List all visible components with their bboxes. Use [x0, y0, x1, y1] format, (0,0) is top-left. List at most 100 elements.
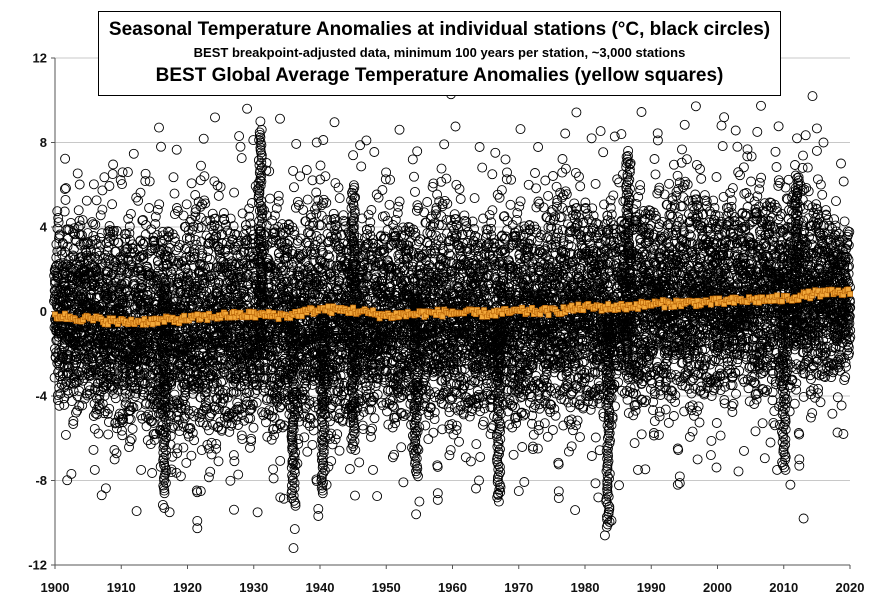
- station-point: [265, 193, 275, 204]
- station-point: [109, 445, 120, 455]
- station-point: [72, 168, 83, 179]
- station-point: [171, 144, 182, 155]
- station-point: [302, 194, 313, 205]
- station-point: [62, 385, 73, 396]
- station-point: [299, 432, 310, 443]
- station-point: [125, 436, 136, 447]
- station-point: [59, 246, 70, 257]
- station-point: [83, 381, 94, 392]
- station-point: [268, 464, 279, 475]
- station-point: [88, 179, 99, 190]
- station-point: [107, 371, 118, 382]
- station-point: [101, 238, 112, 249]
- station-point: [195, 175, 206, 186]
- station-point: [291, 138, 302, 149]
- station-point: [118, 414, 129, 425]
- station-point: [377, 185, 388, 195]
- station-point: [354, 457, 365, 468]
- station-point: [97, 204, 108, 215]
- station-point: [344, 464, 355, 474]
- station-point: [313, 503, 324, 514]
- station-point: [102, 246, 113, 257]
- station-point: [53, 213, 64, 223]
- station-point: [77, 272, 88, 283]
- station-point: [206, 449, 217, 460]
- station-point: [154, 122, 164, 133]
- station-point: [75, 220, 86, 231]
- station-point: [236, 153, 247, 164]
- station-point: [169, 188, 180, 199]
- station-point: [62, 241, 73, 252]
- station-point: [169, 389, 180, 400]
- station-point: [350, 490, 360, 501]
- station-point: [95, 232, 105, 243]
- station-point: [104, 403, 115, 414]
- station-point: [356, 161, 367, 172]
- station-point: [99, 390, 110, 401]
- station-point: [90, 219, 101, 230]
- station-point: [85, 262, 96, 273]
- station-point: [104, 181, 115, 191]
- station-point: [114, 283, 125, 294]
- station-point: [108, 267, 119, 278]
- station-point: [68, 419, 79, 429]
- station-point: [199, 171, 210, 182]
- station-point: [99, 252, 109, 263]
- station-point: [233, 420, 244, 430]
- station-point: [100, 483, 111, 494]
- station-point: [81, 195, 92, 206]
- station-point: [289, 182, 299, 193]
- station-point: [233, 469, 244, 480]
- station-point: [110, 273, 121, 284]
- station-point: [275, 113, 285, 124]
- station-point: [369, 147, 380, 157]
- station-point: [334, 193, 345, 204]
- station-point: [131, 506, 142, 517]
- station-point: [329, 117, 340, 128]
- station-point: [107, 169, 118, 180]
- station-point: [65, 253, 76, 264]
- station-point: [72, 391, 83, 402]
- station-point: [107, 199, 118, 210]
- station-point: [52, 395, 63, 406]
- station-point: [229, 504, 239, 515]
- station-point: [86, 292, 97, 303]
- station-point: [95, 210, 106, 221]
- station-point: [117, 179, 127, 190]
- station-point: [186, 178, 197, 189]
- station-point: [144, 203, 155, 213]
- station-point: [68, 283, 79, 294]
- station-point: [62, 259, 73, 270]
- station-point: [246, 436, 257, 447]
- station-point: [77, 230, 87, 241]
- station-point: [196, 160, 206, 171]
- station-point: [91, 195, 102, 206]
- station-point: [124, 442, 134, 453]
- station-point: [127, 423, 138, 434]
- station-point: [61, 183, 71, 194]
- station-point: [77, 400, 88, 411]
- station-point: [73, 205, 84, 216]
- station-point: [107, 226, 118, 237]
- station-point: [213, 190, 224, 201]
- station-point: [178, 442, 189, 453]
- station-point: [181, 199, 192, 210]
- station-point: [115, 175, 126, 186]
- station-point: [53, 217, 64, 228]
- station-point: [74, 215, 85, 226]
- station-point: [307, 439, 318, 450]
- station-point: [87, 331, 98, 342]
- station-point: [102, 408, 113, 419]
- station-point: [213, 456, 224, 467]
- station-point: [133, 195, 144, 206]
- station-point: [111, 448, 122, 459]
- station-point: [410, 186, 420, 197]
- station-point: [117, 408, 128, 419]
- station-point: [74, 179, 85, 190]
- station-point: [327, 439, 338, 450]
- station-point: [398, 477, 409, 488]
- station-point: [103, 417, 114, 427]
- station-point: [320, 171, 331, 182]
- station-point: [128, 148, 139, 159]
